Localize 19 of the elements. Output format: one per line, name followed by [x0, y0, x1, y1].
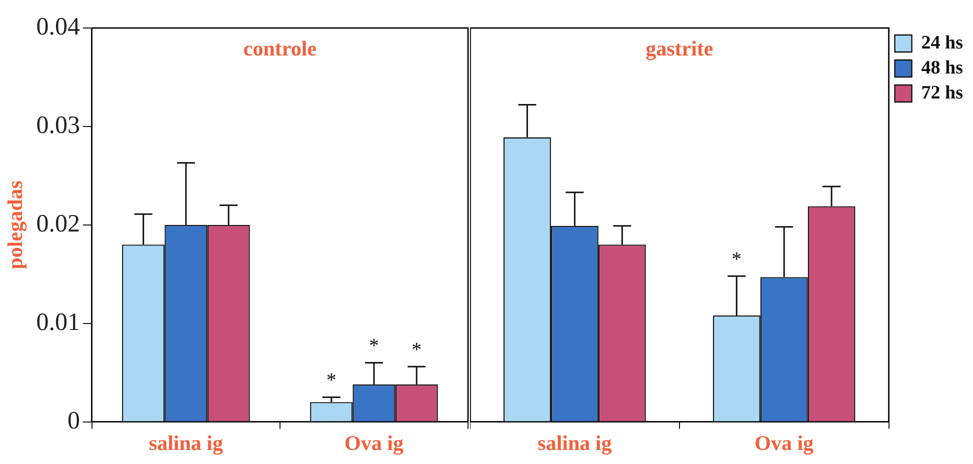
y-tick-label: 0.03: [36, 112, 80, 140]
x-tick-label: salina ig: [538, 430, 612, 455]
annotation: *: [326, 369, 336, 392]
chart-title: gastrite: [646, 36, 714, 60]
legend-label: 72 hs: [921, 82, 964, 104]
annotation: *: [732, 248, 742, 270]
legend-label: 24 hs: [921, 32, 964, 54]
y-tick-label: 0: [67, 407, 80, 434]
y-tick-label: 0.02: [36, 210, 80, 238]
y-axis-title: polegadas: [3, 180, 28, 270]
y-tick-label: 0.04: [36, 14, 80, 41]
chart-title: controle: [243, 36, 317, 60]
annotation: *: [368, 334, 379, 357]
x-tick-label: salina ig: [148, 430, 224, 455]
legend-label: 48 hs: [921, 57, 964, 78]
x-tick-label: Ova ig: [344, 430, 404, 455]
annotation: *: [412, 338, 422, 361]
y-tick-label: 0.01: [36, 308, 80, 336]
x-tick-label: Ova ig: [754, 430, 814, 455]
